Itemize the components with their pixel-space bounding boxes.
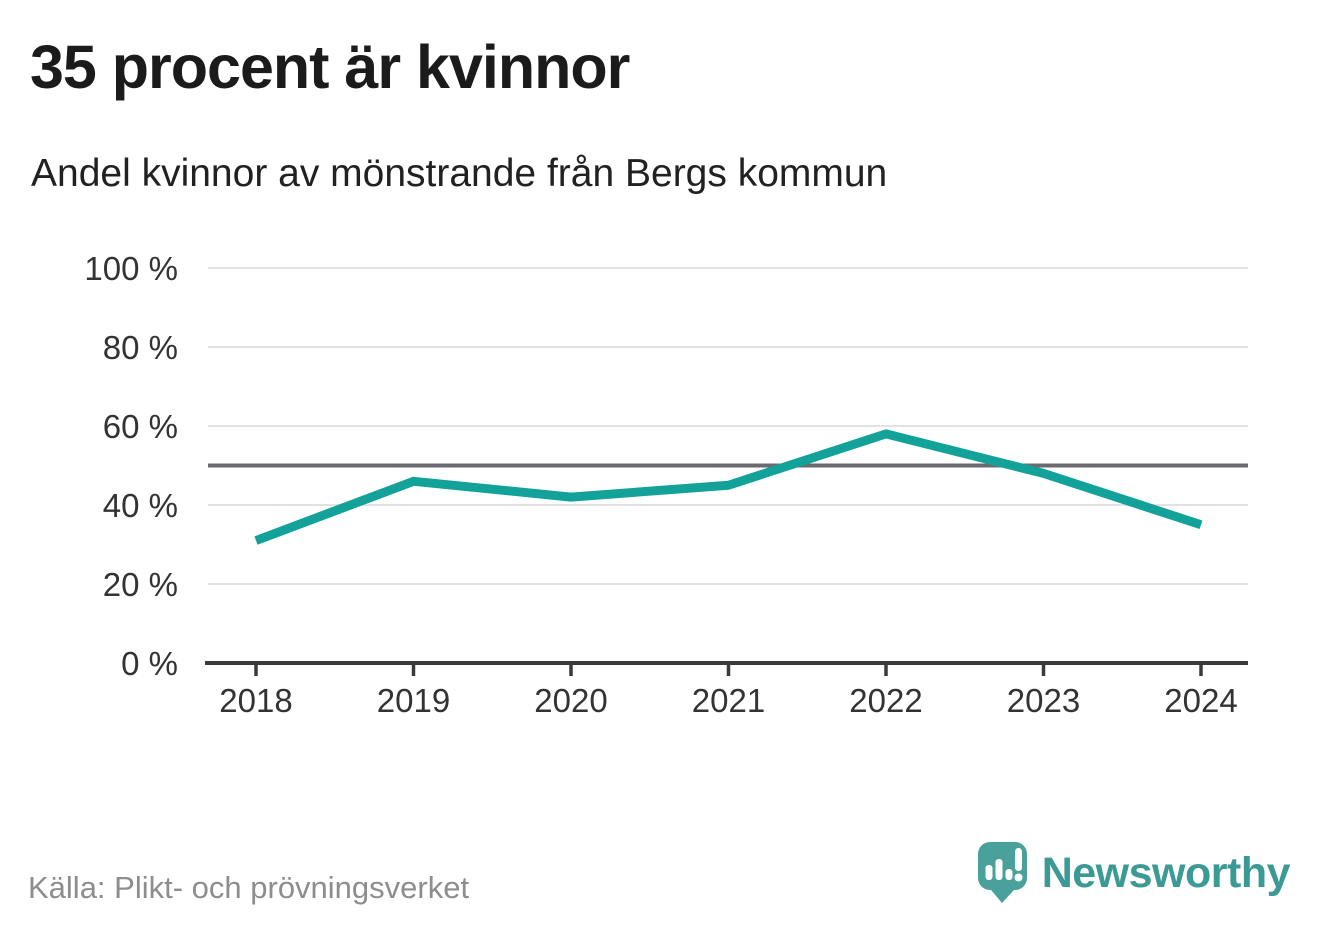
- y-axis-tick-label: 60 %: [103, 408, 178, 445]
- x-axis-tick-label: 2019: [377, 682, 450, 719]
- x-axis-tick-label: 2024: [1164, 682, 1237, 719]
- logo-exclamation-dot-icon: [1014, 873, 1023, 882]
- logo-bar-1-icon: [985, 865, 993, 880]
- x-axis-tick-label: 2023: [1007, 682, 1080, 719]
- y-axis-tick-label: 20 %: [103, 566, 178, 603]
- newsworthy-logo-text: Newsworthy: [1041, 848, 1291, 897]
- y-axis-tick-label: 100 %: [84, 250, 178, 287]
- data-line-series: [254, 429, 1203, 545]
- logo-exclamation-bar-icon: [1014, 848, 1022, 871]
- logo-bar-3-icon: [1005, 869, 1013, 880]
- y-axis-tick-label: 80 %: [103, 329, 178, 366]
- x-axis-tick-label: 2018: [219, 682, 292, 719]
- newsworthy-logo: Newsworthy: [977, 841, 1291, 905]
- y-axis-tick-label: 40 %: [103, 487, 178, 524]
- x-axis-tick-label: 2021: [692, 682, 765, 719]
- x-axis-tick-label: 2022: [849, 682, 922, 719]
- y-axis-tick-label: 0 %: [121, 645, 178, 682]
- x-axis-tick-label: 2020: [534, 682, 607, 719]
- chart-subtitle: Andel kvinnor av mönstrande från Bergs k…: [31, 152, 888, 195]
- source-note: Källa: Plikt- och prövningsverket: [28, 870, 470, 905]
- logo-bar-2-icon: [995, 859, 1003, 880]
- newsworthy-logo-icon: [977, 842, 1027, 903]
- chart-title: 35 procent är kvinnor: [30, 33, 630, 101]
